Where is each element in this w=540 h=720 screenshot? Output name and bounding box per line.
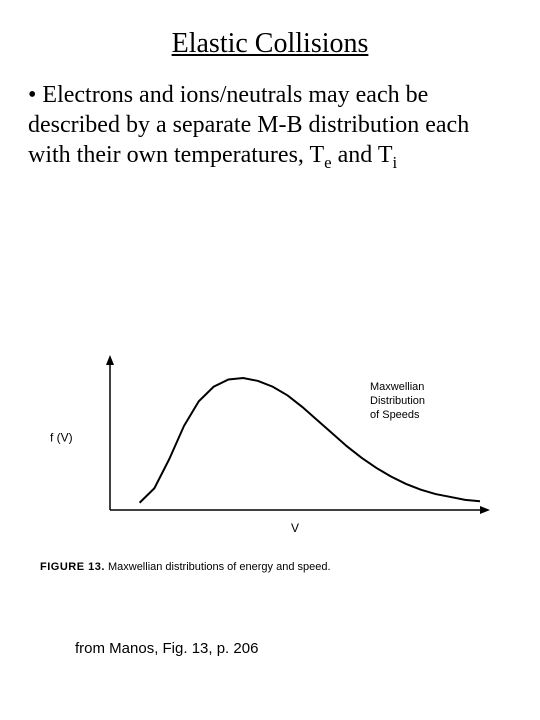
slide-title: Elastic Collisions: [28, 28, 512, 60]
source-citation: from Manos, Fig. 13, p. 206: [75, 640, 258, 657]
caption-text: Maxwellian distributions of energy and s…: [108, 561, 331, 573]
svg-text:V: V: [291, 521, 299, 535]
figure-caption: FIGURE 13. Maxwellian distributions of e…: [40, 561, 500, 573]
svg-text:f (V): f (V): [50, 431, 73, 445]
bullet-text: • Electrons and ions/neutrals may each b…: [28, 82, 469, 168]
caption-label: FIGURE 13.: [40, 561, 105, 573]
maxwellian-chart: f (V) V Maxwellian Distribution of Speeds: [40, 350, 500, 550]
svg-text:Distribution: Distribution: [370, 395, 425, 407]
svg-text:of Speeds: of Speeds: [370, 409, 420, 421]
figure-container: f (V) V Maxwellian Distribution of Speeds FI…: [40, 350, 500, 573]
mid-text: and T: [332, 142, 393, 168]
bullet-paragraph: • Electrons and ions/neutrals may each b…: [28, 80, 512, 174]
subscript-e: e: [324, 153, 331, 172]
subscript-i: i: [393, 153, 398, 172]
svg-text:Maxwellian: Maxwellian: [370, 381, 424, 393]
